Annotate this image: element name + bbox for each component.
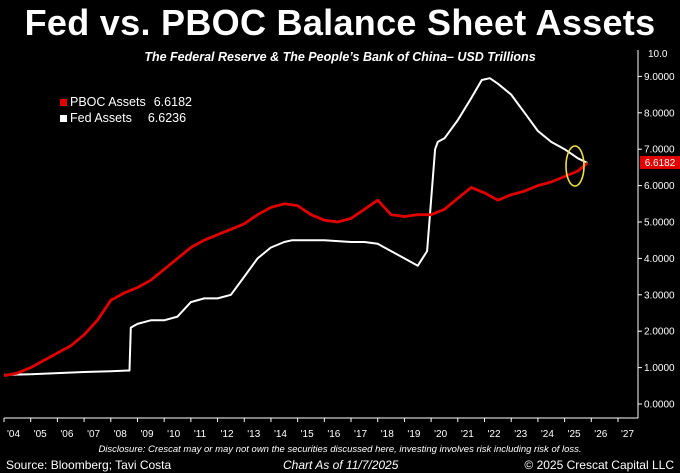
y-ticks: 0.0000 1.0000 2.0000 3.0000 4.0000 5.0000 6.00…	[638, 49, 675, 411]
copyright-text: © 2025 Crescat Capital LLC	[524, 458, 674, 472]
as-of-text: Chart As of 11/7/2025	[283, 458, 399, 472]
y-tick-label: 1.0000	[644, 363, 675, 374]
y-tick-label: 6.0000	[644, 181, 675, 192]
x-tick-label: '05	[34, 429, 47, 440]
disclosure-text: Disclosure: Crescat may or may not own t…	[98, 444, 582, 455]
y-tick-label-top: 10.0	[648, 49, 668, 60]
last-value-tag: 6.6182	[640, 156, 680, 169]
x-tick-label: '11	[194, 429, 207, 440]
x-tick-label: '15	[301, 429, 314, 440]
legend-item-pboc: PBOC Assets 6.6182	[60, 94, 192, 110]
chart-subtitle: The Federal Reserve & The People’s Bank …	[144, 50, 536, 64]
x-tick-label: '06	[60, 429, 73, 440]
y-tick-label: 2.0000	[644, 327, 675, 338]
highlight-circle	[565, 145, 585, 187]
x-tick-label: '26	[594, 429, 607, 440]
x-tick-label: '08	[114, 429, 127, 440]
x-tick-label: '23	[514, 429, 527, 440]
source-text: Source: Bloomberg; Tavi Costa	[6, 458, 172, 472]
legend-label-pboc: PBOC Assets	[70, 95, 146, 109]
x-ticks: '04 '05 '06 '07 '08 '09 '10 '11 '12 '13 '14 '15 '16 '…	[3, 418, 634, 440]
y-tick-label: 8.0000	[644, 108, 675, 119]
x-tick-label: '19	[407, 429, 420, 440]
x-tick-label: '17	[354, 429, 367, 440]
x-tick-label: '04	[7, 429, 20, 440]
legend: PBOC Assets 6.6182 Fed Assets 6.6236	[60, 94, 192, 126]
x-tick-label: '21	[461, 429, 474, 440]
last-value-tag-text: 6.6182	[645, 158, 676, 169]
legend-swatch-pboc	[60, 98, 67, 106]
x-tick-label: '16	[327, 429, 340, 440]
x-tick-label: '10	[167, 429, 180, 440]
series-line-pboc-assets	[3, 162, 589, 377]
plot-lines	[3, 77, 589, 377]
x-tick-label: '22	[488, 429, 501, 440]
y-tick-label: 7.0000	[644, 145, 675, 156]
x-tick-label: '13	[247, 429, 260, 440]
x-tick-label: '18	[381, 429, 394, 440]
x-tick-label: '25	[568, 429, 581, 440]
x-tick-label: '14	[274, 429, 287, 440]
y-tick-label: 9.0000	[644, 72, 675, 83]
y-tick-label: 4.0000	[644, 254, 675, 265]
legend-swatch-fed	[60, 114, 67, 122]
x-tick-label: '07	[87, 429, 100, 440]
y-tick-label: 3.0000	[644, 290, 675, 301]
y-tick-label: 0.0000	[644, 400, 675, 411]
page-title: Fed vs. PBOC Balance Sheet Assets	[24, 2, 656, 43]
x-tick-label: '24	[541, 429, 554, 440]
x-tick-label: '12	[221, 429, 234, 440]
legend-value-pboc: 6.6182	[153, 95, 192, 109]
x-tick-label: '27	[621, 429, 634, 440]
y-tick-label: 5.0000	[644, 218, 675, 229]
series-line-fed-assets	[3, 77, 588, 376]
legend-label-fed: Fed Assets	[70, 111, 132, 125]
x-tick-label: '20	[434, 429, 447, 440]
legend-value-fed: 6.6236	[147, 111, 187, 125]
legend-item-fed: Fed Assets 6.6236	[60, 110, 192, 126]
x-tick-label: '09	[140, 429, 153, 440]
